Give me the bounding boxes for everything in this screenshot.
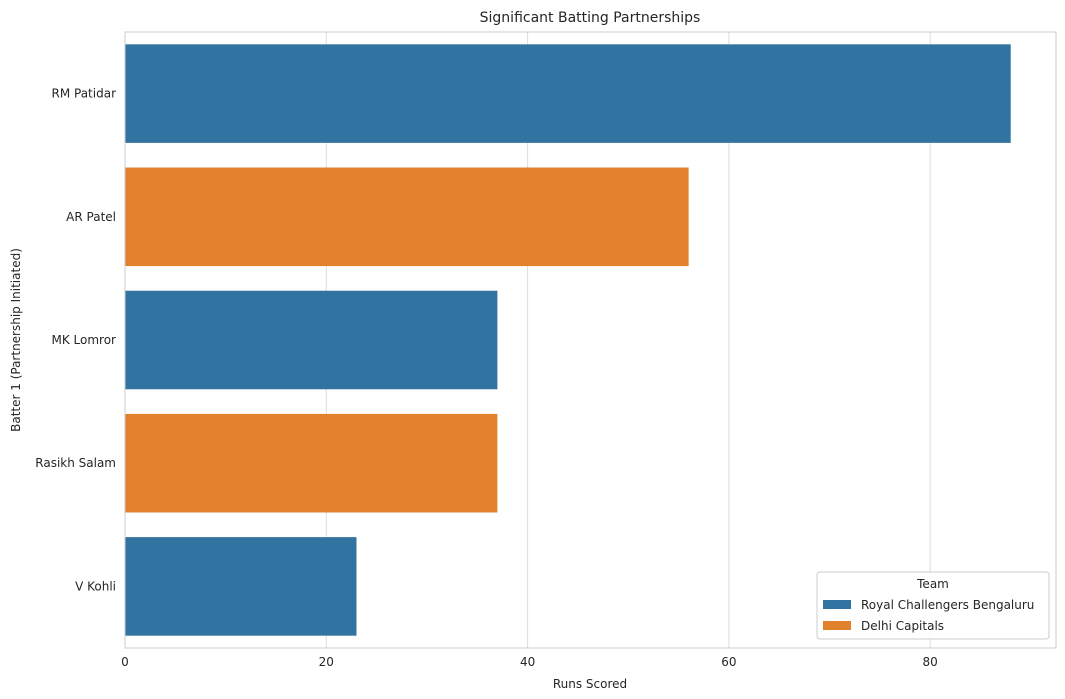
x-tick-label-80: 80 [923, 655, 938, 669]
legend-title: Team [916, 577, 949, 591]
legend-box [816, 571, 1050, 640]
bar-rasikh-salam [125, 413, 498, 513]
x-tick-label-40: 40 [520, 655, 535, 669]
bar-ar-patel [125, 167, 689, 267]
plot-frame [124, 31, 1057, 649]
y-tick-label-rasikh-salam: Rasikh Salam [35, 456, 116, 470]
legend-swatch-rcb [823, 600, 851, 609]
x-tick-label-20: 20 [319, 655, 334, 669]
x-tick-labels: 0 20 40 60 80 [121, 655, 938, 669]
bar-v-kohli [125, 537, 357, 636]
x-tick-label-0: 0 [121, 655, 129, 669]
legend-label-rcb: Royal Challengers Bengaluru [861, 598, 1034, 612]
y-tick-label-rm-patidar: RM Patidar [52, 87, 117, 101]
y-tick-label-ar-patel: AR Patel [66, 210, 116, 224]
y-tick-labels: RM Patidar AR Patel MK Lomror Rasikh Salam V… [35, 87, 116, 594]
bar-rm-patidar [125, 44, 1011, 143]
bar-mk-lomror [125, 290, 498, 390]
legend-label-dc: Delhi Capitals [861, 619, 944, 633]
y-tick-label-mk-lomror: MK Lomror [52, 333, 117, 347]
legend: Team Royal Challengers Bengaluru Delhi C… [816, 571, 1050, 640]
chart-title: Significant Batting Partnerships [480, 10, 701, 26]
legend-swatch-dc [823, 621, 851, 630]
y-tick-label-v-kohli: V Kohli [75, 579, 116, 593]
bars [125, 44, 1011, 636]
x-tick-label-60: 60 [721, 655, 736, 669]
x-axis-label: Runs Scored [553, 677, 627, 691]
y-axis-label: Batter 1 (Partnership Initiated) [9, 248, 23, 432]
